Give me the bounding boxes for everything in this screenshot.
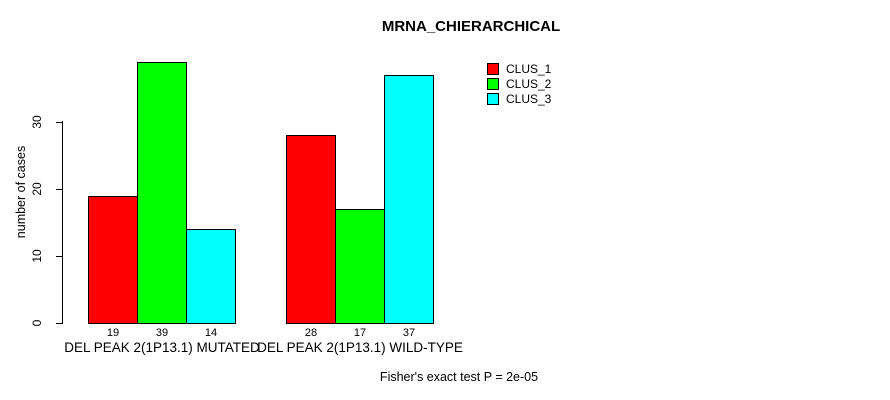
legend-swatch-clus-2-icon bbox=[487, 77, 499, 90]
legend-label: CLUS_2 bbox=[506, 76, 552, 91]
bar-value-label: 37 bbox=[402, 327, 416, 339]
bar-value-label: 39 bbox=[155, 327, 169, 339]
legend-row: CLUS_1 bbox=[487, 61, 551, 76]
y-tick-mark bbox=[56, 122, 62, 123]
y-tick-label: 30 bbox=[30, 115, 44, 129]
legend-label: CLUS_3 bbox=[506, 91, 552, 106]
category-label-group2: DEL PEAK 2(1P13.1) WILD-TYPE bbox=[257, 340, 463, 355]
chart-title: MRNA_CHIERARCHICAL bbox=[381, 18, 561, 35]
y-tick-label: 10 bbox=[30, 249, 44, 263]
bar-clus_2-group2 bbox=[335, 209, 385, 324]
bar-clus_3-group2 bbox=[384, 75, 434, 324]
y-tick-label: 0 bbox=[30, 319, 44, 327]
y-tick-mark bbox=[56, 189, 62, 190]
legend-row: CLUS_2 bbox=[487, 76, 551, 91]
chart-legend: CLUS_1 CLUS_2 CLUS_3 bbox=[487, 61, 551, 106]
y-tick-label: 20 bbox=[30, 182, 44, 196]
bar-value-label: 17 bbox=[353, 327, 367, 339]
bar-value-label: 28 bbox=[304, 327, 318, 339]
y-axis-label: number of cases bbox=[14, 145, 28, 239]
legend-row: CLUS_3 bbox=[487, 91, 551, 106]
bar-clus_3-group1 bbox=[186, 229, 236, 324]
bar-clus_2-group1 bbox=[137, 61, 187, 324]
bar-clus_1-group1 bbox=[88, 195, 138, 324]
stat-test-annotation: Fisher's exact test P = 2e-05 bbox=[379, 370, 539, 384]
y-axis-line bbox=[62, 121, 63, 324]
y-tick-mark bbox=[56, 323, 62, 324]
legend-swatch-clus-1-icon bbox=[487, 62, 499, 75]
category-label-group1: DEL PEAK 2(1P13.1) MUTATED bbox=[64, 340, 260, 355]
legend-label: CLUS_1 bbox=[506, 61, 552, 76]
bar-value-label: 14 bbox=[204, 327, 218, 339]
bar-clus_1-group2 bbox=[286, 135, 336, 324]
y-tick-mark bbox=[56, 256, 62, 257]
bar-value-label: 19 bbox=[106, 327, 120, 339]
legend-swatch-clus-3-icon bbox=[487, 92, 499, 105]
